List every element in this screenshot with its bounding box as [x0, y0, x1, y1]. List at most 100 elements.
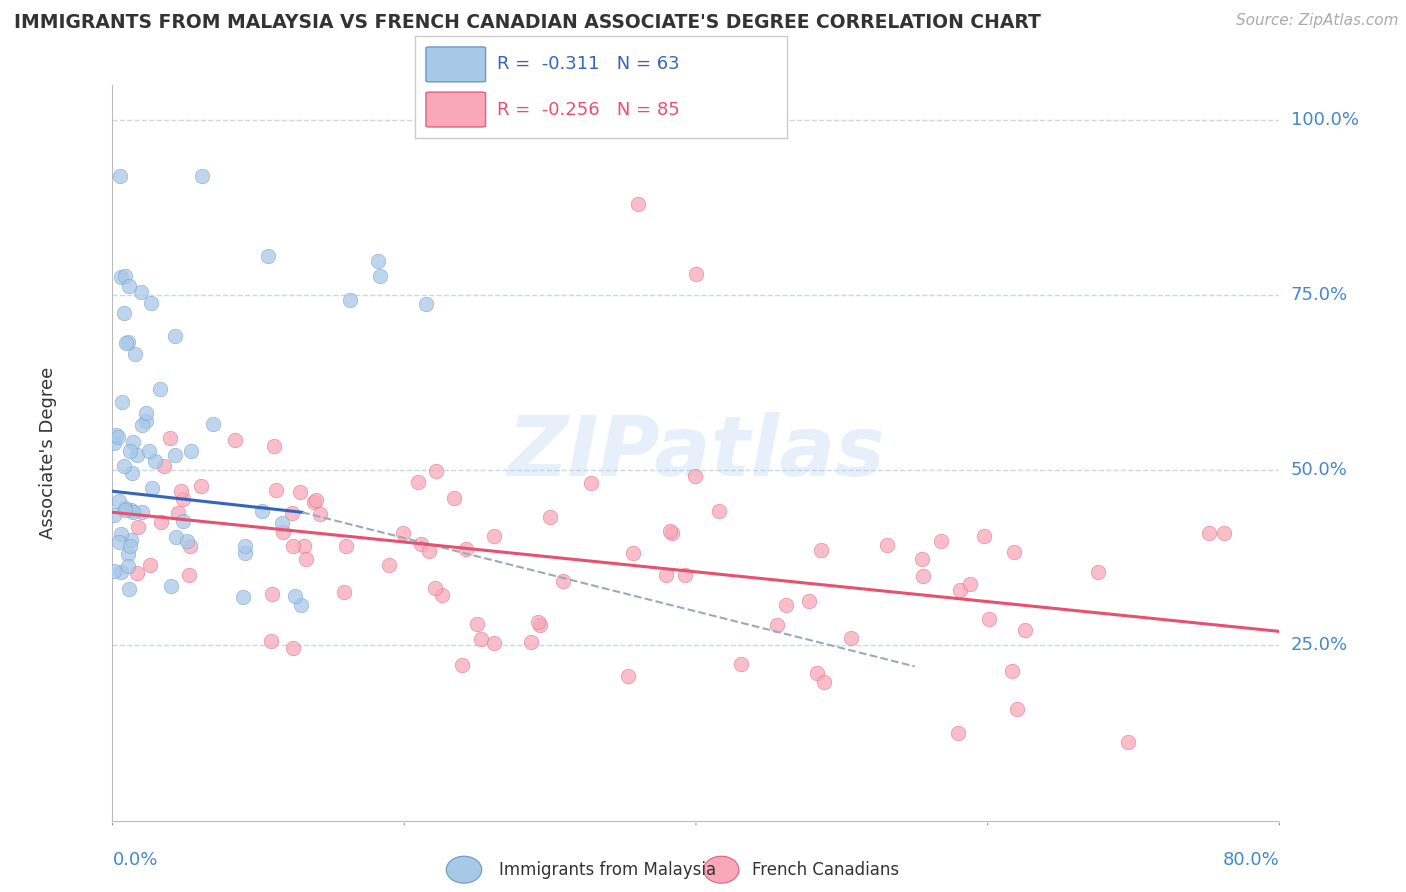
Text: 80.0%: 80.0%: [1223, 851, 1279, 869]
Point: [114, 268, 136, 283]
Point: [117, 547, 139, 561]
Point: [120, 533, 142, 548]
Point: [335, 539, 357, 553]
Point: [1014, 623, 1036, 637]
Point: [292, 539, 315, 553]
Point: [775, 598, 797, 612]
Point: [876, 538, 898, 552]
Point: [138, 443, 160, 458]
Point: [260, 587, 283, 601]
Point: [114, 500, 136, 515]
Circle shape: [703, 856, 740, 883]
Point: [281, 640, 304, 655]
Text: Associate's Degree: Associate's Degree: [39, 367, 58, 539]
Point: [139, 296, 162, 310]
Point: [931, 533, 953, 548]
Point: [149, 383, 172, 397]
Point: [290, 484, 312, 499]
Point: [339, 293, 361, 308]
Point: [110, 566, 132, 580]
Point: [368, 268, 391, 283]
Point: [977, 612, 1000, 626]
Point: [1087, 565, 1109, 579]
Point: [105, 427, 128, 442]
Point: [946, 726, 969, 740]
Point: [159, 431, 181, 445]
Point: [117, 335, 139, 350]
Point: [378, 558, 401, 572]
Text: 100.0%: 100.0%: [1291, 111, 1358, 128]
Point: [959, 576, 981, 591]
Point: [120, 539, 142, 553]
Text: R =  -0.311   N = 63: R = -0.311 N = 63: [496, 55, 679, 73]
Text: 0.0%: 0.0%: [112, 851, 157, 869]
FancyBboxPatch shape: [426, 47, 485, 82]
Point: [911, 569, 934, 583]
Point: [685, 267, 707, 281]
Point: [425, 464, 447, 478]
Point: [143, 454, 166, 468]
Point: [121, 467, 143, 481]
Point: [191, 169, 214, 183]
Point: [139, 558, 162, 572]
Point: [118, 444, 141, 458]
Point: [949, 583, 972, 598]
Point: [284, 590, 307, 604]
Point: [170, 483, 193, 498]
Point: [520, 635, 543, 649]
Point: [430, 588, 453, 602]
Point: [118, 582, 141, 596]
Point: [454, 541, 477, 556]
Point: [260, 634, 283, 648]
Point: [482, 635, 505, 649]
Point: [415, 297, 437, 311]
Point: [110, 270, 132, 285]
Point: [131, 505, 153, 519]
Text: Immigrants from Malaysia: Immigrants from Malaysia: [499, 861, 716, 879]
Point: [124, 347, 146, 361]
Point: [309, 508, 332, 522]
Point: [176, 534, 198, 549]
Point: [673, 568, 696, 582]
Text: 50.0%: 50.0%: [1291, 461, 1347, 479]
Point: [1005, 702, 1028, 716]
Point: [305, 492, 328, 507]
Point: [150, 515, 173, 529]
Point: [135, 406, 157, 420]
Point: [141, 482, 163, 496]
Point: [367, 254, 389, 268]
Point: [623, 546, 645, 560]
Point: [179, 568, 201, 582]
Point: [129, 285, 152, 299]
Point: [224, 433, 246, 447]
Text: 25.0%: 25.0%: [1291, 636, 1348, 655]
Point: [235, 540, 257, 554]
Point: [103, 508, 125, 522]
Point: [103, 565, 125, 579]
Point: [627, 197, 650, 211]
Point: [443, 491, 465, 505]
Point: [527, 615, 550, 629]
Point: [810, 543, 832, 558]
Point: [135, 413, 157, 427]
Point: [127, 520, 149, 534]
Point: [529, 618, 551, 632]
Point: [470, 632, 492, 647]
Point: [117, 559, 139, 574]
Point: [167, 507, 190, 521]
Point: [911, 552, 934, 566]
Point: [765, 618, 787, 632]
Point: [685, 469, 707, 483]
Point: [661, 526, 683, 541]
Point: [103, 436, 125, 450]
Point: [709, 504, 731, 518]
Text: IMMIGRANTS FROM MALAYSIA VS FRENCH CANADIAN ASSOCIATE'S DEGREE CORRELATION CHART: IMMIGRANTS FROM MALAYSIA VS FRENCH CANAD…: [14, 13, 1040, 32]
Point: [125, 448, 148, 462]
Point: [295, 552, 318, 566]
Point: [1118, 735, 1140, 749]
Point: [271, 525, 294, 540]
Point: [190, 479, 212, 493]
Point: [264, 483, 287, 497]
Point: [252, 504, 274, 518]
Point: [451, 657, 474, 672]
